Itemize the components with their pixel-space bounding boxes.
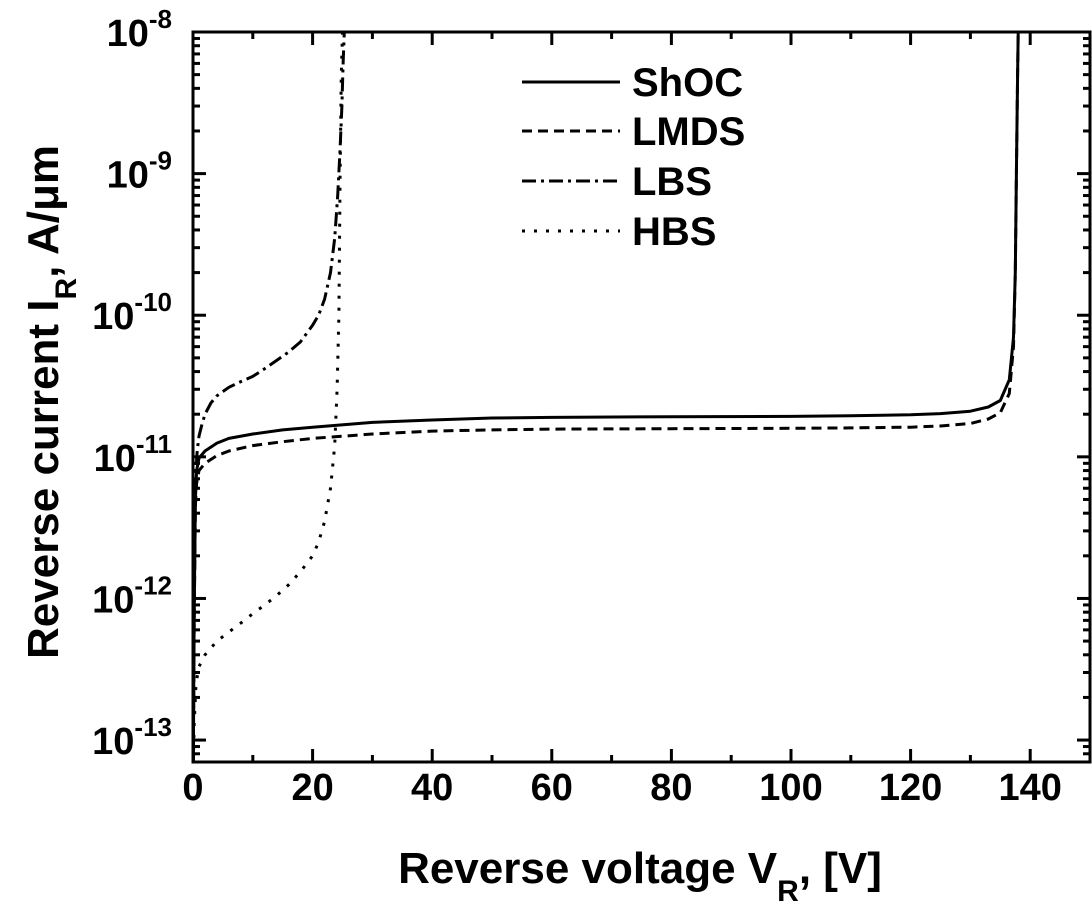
y-axis-title-sub: R <box>50 278 83 300</box>
legend-label-lbs: LBS <box>632 160 712 204</box>
y-tick-label: 10-11 <box>94 429 172 480</box>
x-tick-label: 20 <box>291 767 333 809</box>
x-tick-labels: 0 20 40 60 80 100 120 140 <box>182 767 1061 809</box>
x-axis-title: Reverse voltage VR, [V] <box>398 844 882 908</box>
legend-label-hbs: HBS <box>632 210 716 254</box>
y-tick-base: 10 <box>107 13 149 55</box>
x-tick-label: 120 <box>879 767 942 809</box>
y-axis-title-main: Reverse current I <box>19 300 68 660</box>
legend: ShOC LMDS LBS HBS <box>522 61 745 254</box>
x-tick-label: 80 <box>650 767 692 809</box>
series-line-shoc <box>193 32 1020 762</box>
x-tick-label: 140 <box>998 767 1061 809</box>
x-tick-label: 100 <box>759 767 822 809</box>
series-line-lbs <box>193 32 346 762</box>
legend-label-shoc: ShOC <box>632 61 743 105</box>
y-tick-label: 10-9 <box>107 146 172 197</box>
y-axis-title: Reverse current IR, A/μm <box>19 145 83 659</box>
y-tick-label: 10-8 <box>107 4 172 55</box>
series-line-lmds <box>193 32 1020 762</box>
series-line-hbs <box>193 32 344 762</box>
y-tick-base: 10 <box>107 155 149 197</box>
y-tick-exponent: -13 <box>134 712 172 742</box>
y-tick-label: 10-12 <box>92 570 172 621</box>
x-tick-label: 0 <box>182 767 203 809</box>
x-axis-title-main: Reverse voltage V <box>398 844 778 893</box>
y-tick-exponent: -9 <box>149 146 172 176</box>
y-tick-base: 10 <box>94 438 136 480</box>
y-tick-label: 10-10 <box>92 287 172 338</box>
y-tick-exponent: -10 <box>134 287 172 317</box>
plot-frame <box>191 30 1092 764</box>
y-tick-base: 10 <box>92 296 134 338</box>
y-axis-title-tail: , A/μm <box>19 145 68 278</box>
data-curves <box>193 32 1020 762</box>
x-axis-title-tail: , [V] <box>799 844 882 893</box>
x-tick-label: 60 <box>531 767 573 809</box>
y-tick-label: 10-13 <box>92 712 172 763</box>
y-tick-exponent: -8 <box>149 4 172 34</box>
legend-label-lmds: LMDS <box>632 110 745 154</box>
x-axis-title-sub: R <box>777 875 799 908</box>
axis-ticks <box>191 30 1092 764</box>
y-tick-exponent: -11 <box>136 429 172 459</box>
y-tick-base: 10 <box>92 721 134 763</box>
x-tick-label: 40 <box>411 767 453 809</box>
y-tick-base: 10 <box>92 579 134 621</box>
y-tick-exponent: -12 <box>134 570 172 600</box>
